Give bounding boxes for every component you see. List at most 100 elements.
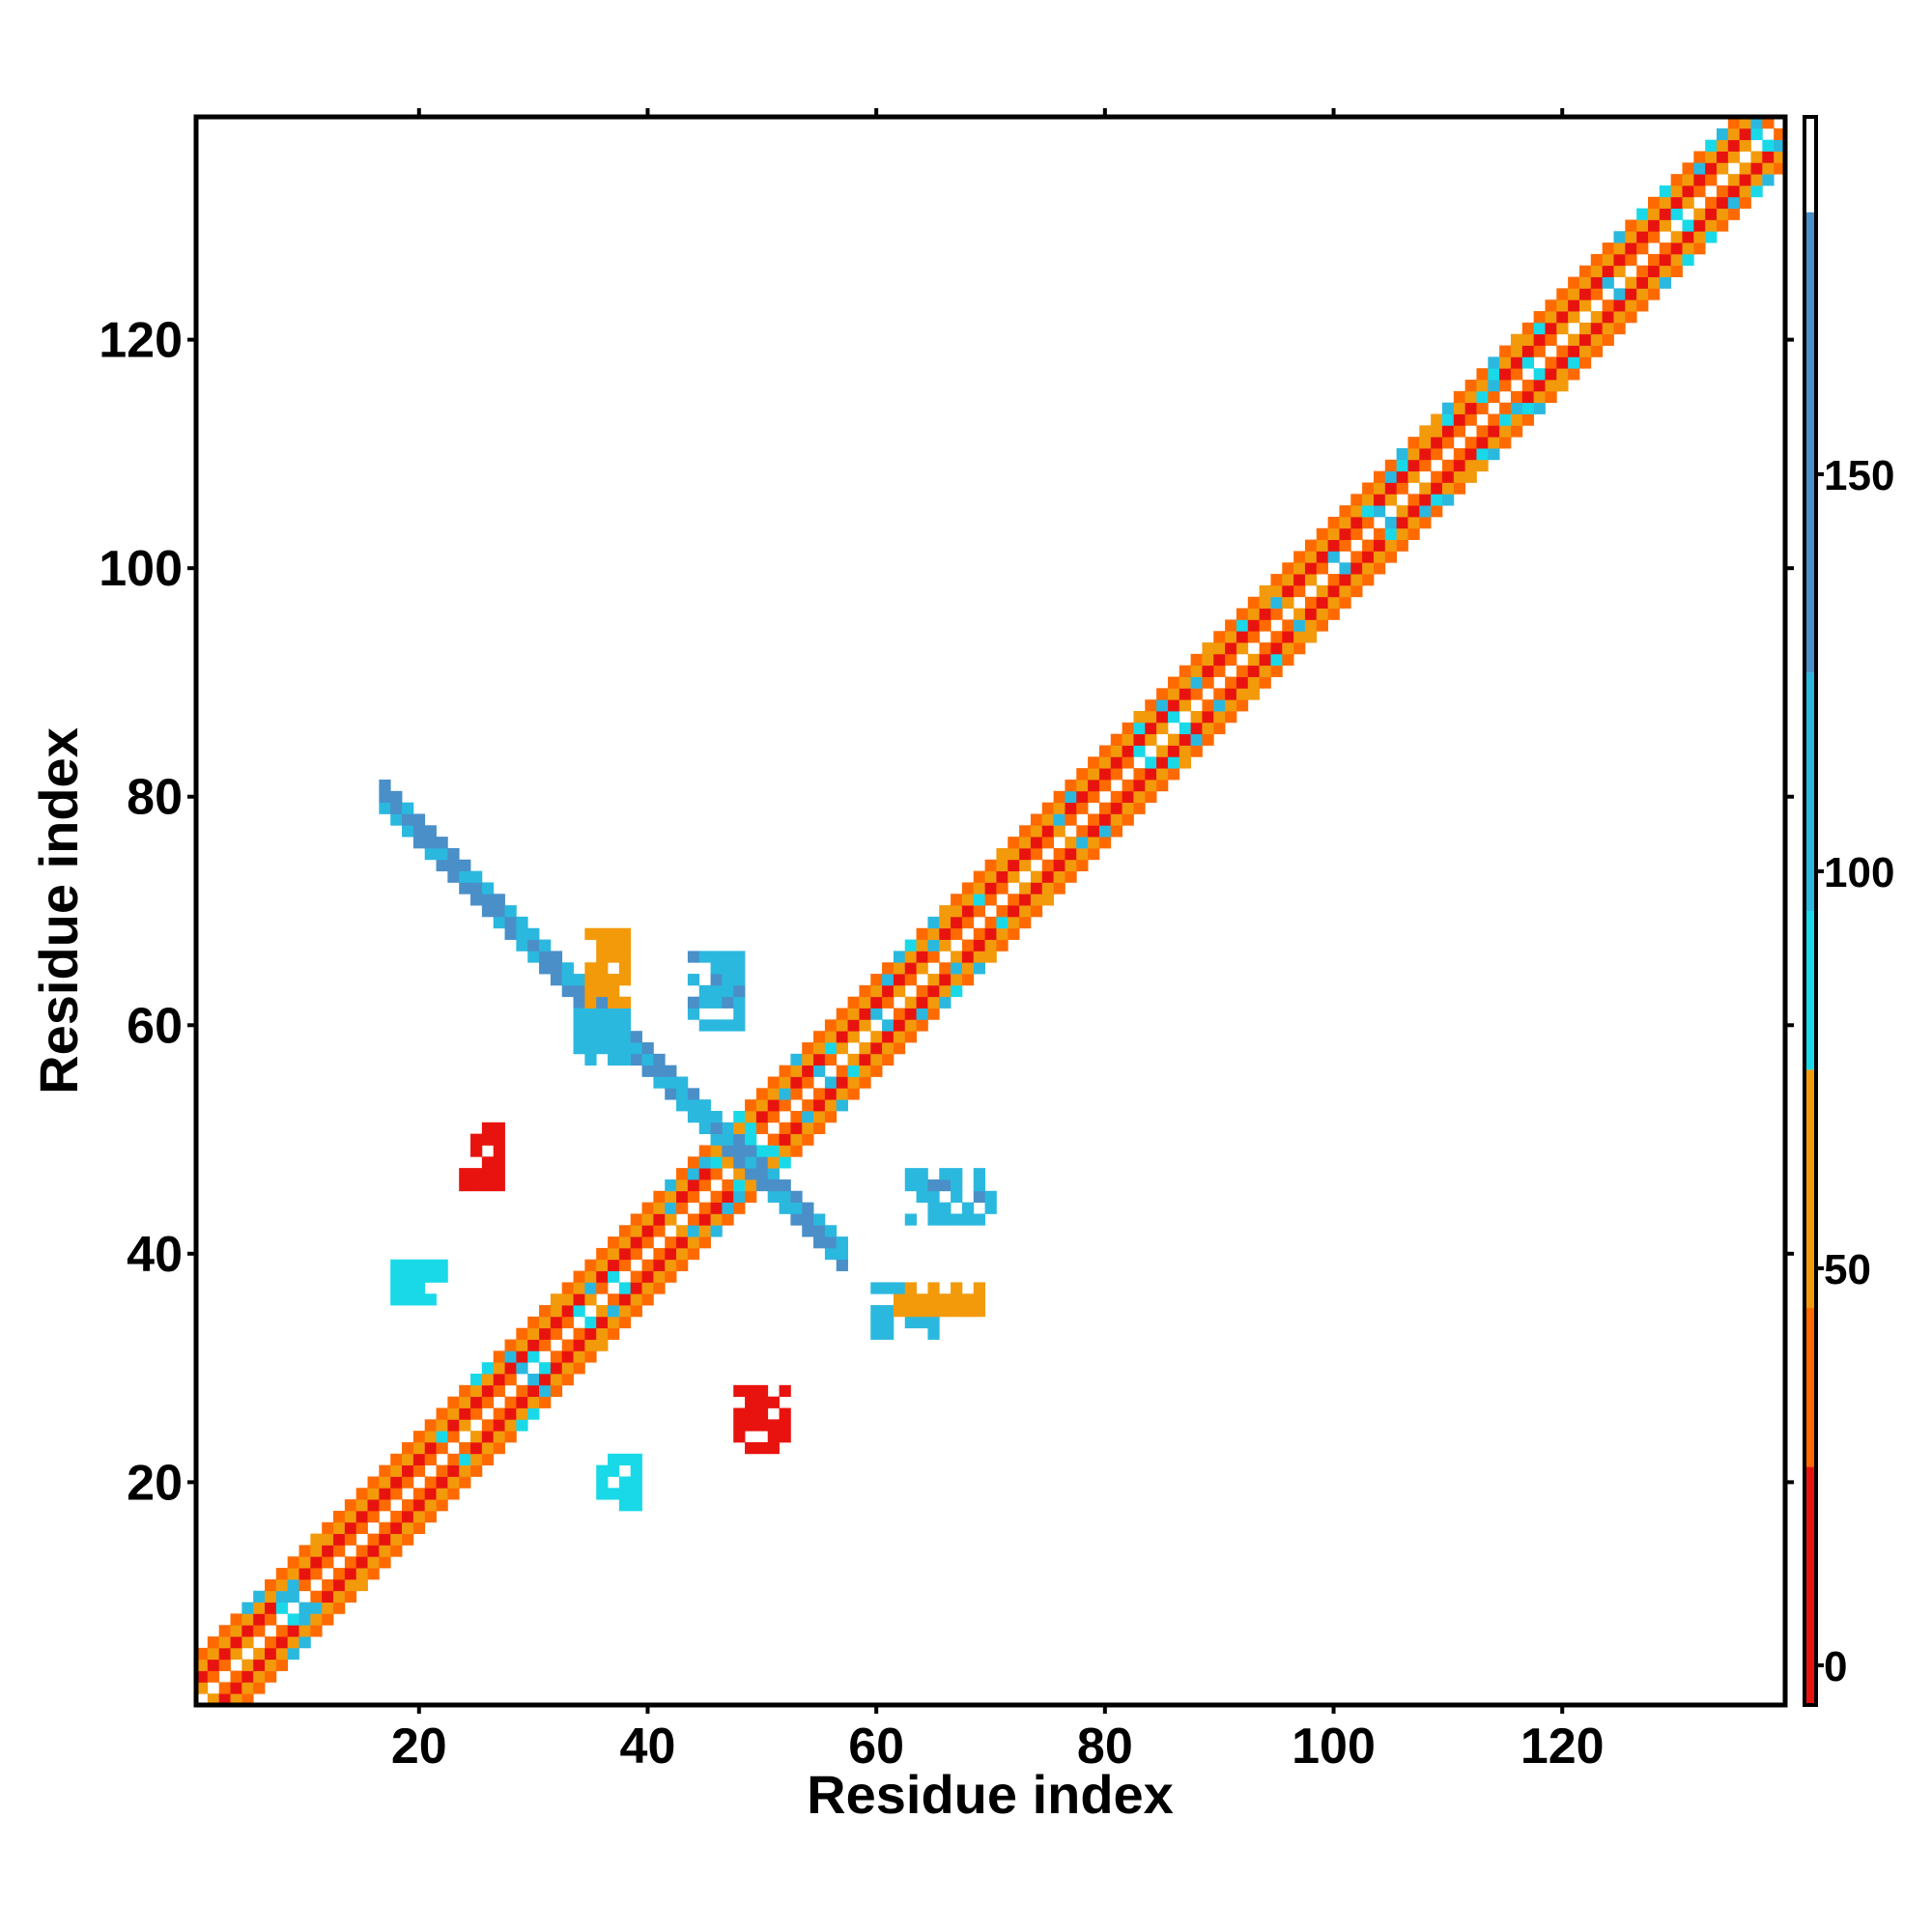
heatmap-cell: [1499, 368, 1512, 381]
heatmap-cell: [310, 1602, 323, 1614]
colorbar-tick-label: 50: [1824, 1246, 1871, 1293]
heatmap-cell: [1008, 927, 1020, 940]
heatmap-cell: [698, 1202, 711, 1214]
heatmap-cell: [1464, 437, 1477, 449]
heatmap-cell: [733, 1008, 746, 1020]
heatmap-cell: [882, 962, 895, 975]
heatmap-cell: [550, 1305, 563, 1318]
heatmap-cell: [779, 1088, 791, 1100]
heatmap-cell: [367, 1499, 380, 1512]
heatmap-cell: [1202, 676, 1214, 689]
heatmap-cell: [916, 1190, 928, 1203]
heatmap-cell: [402, 1533, 414, 1546]
heatmap-cell: [242, 1682, 254, 1694]
heatmap-cell: [539, 1396, 552, 1408]
heatmap-cell: [1098, 768, 1112, 781]
heatmap-cell: [665, 1259, 677, 1271]
heatmap-cell: [698, 1019, 711, 1032]
colorbar-tick-label: 150: [1824, 452, 1894, 499]
heatmap-cell: [687, 1156, 700, 1169]
heatmap-cell: [344, 1556, 357, 1569]
heatmap-cell: [767, 1396, 780, 1408]
heatmap-cell: [1476, 368, 1489, 381]
heatmap-cell: [618, 1247, 632, 1261]
heatmap-cell: [722, 974, 734, 986]
heatmap-cell: [939, 996, 952, 1009]
heatmap-cell: [390, 1510, 403, 1523]
heatmap-cell: [996, 859, 1009, 872]
heatmap-cell: [893, 962, 906, 975]
heatmap-cell: [1213, 722, 1226, 735]
heatmap-cell: [1647, 208, 1661, 220]
heatmap-cell: [973, 962, 985, 975]
heatmap-cell: [1533, 402, 1546, 414]
heatmap-cell: [973, 1179, 985, 1192]
heatmap-cell: [1339, 505, 1351, 518]
heatmap-cell: [355, 1510, 368, 1523]
heatmap-cell: [755, 1396, 769, 1408]
x-tick-label: 20: [391, 1719, 447, 1775]
heatmap-cell: [1065, 813, 1077, 826]
heatmap-cell: [1122, 802, 1134, 814]
heatmap-cell: [1179, 745, 1191, 757]
heatmap-cell: [630, 1213, 642, 1226]
heatmap-cell: [1122, 790, 1134, 804]
heatmap-cell: [516, 1339, 528, 1351]
heatmap-cell: [1705, 174, 1718, 186]
heatmap-cell: [1396, 539, 1408, 552]
heatmap-cell: [961, 905, 975, 918]
heatmap-cell: [687, 1247, 700, 1261]
heatmap-cell: [333, 1590, 346, 1603]
heatmap-cell: [1488, 356, 1500, 369]
y-tick-label: 100: [99, 541, 183, 597]
heatmap-cell: [802, 1110, 814, 1123]
heatmap-cell: [436, 837, 448, 849]
heatmap-cell: [1384, 459, 1398, 472]
heatmap-cell: [379, 1533, 391, 1546]
heatmap-cell: [390, 1476, 403, 1489]
heatmap-cell: [641, 1065, 654, 1077]
heatmap-cell: [1190, 722, 1203, 735]
heatmap-cell: [1088, 790, 1100, 804]
heatmap-cell: [596, 927, 609, 940]
heatmap-cell: [310, 1556, 323, 1569]
heatmap-cell: [893, 1293, 906, 1306]
heatmap-cell: [961, 1293, 975, 1306]
heatmap-cell: [367, 1568, 380, 1580]
heatmap-cell: [493, 1122, 505, 1135]
heatmap-cell: [1590, 276, 1604, 289]
heatmap-cell: [481, 1419, 495, 1432]
heatmap-cell: [973, 1190, 985, 1203]
heatmap-cell: [1521, 356, 1535, 369]
heatmap-cell: [310, 1590, 323, 1603]
heatmap-cell: [608, 951, 620, 963]
heatmap-cell: [344, 1578, 357, 1592]
heatmap-cell: [767, 1419, 780, 1432]
heatmap-cell: [596, 1270, 609, 1283]
heatmap-cell: [1282, 584, 1294, 598]
heatmap-cell: [722, 951, 734, 963]
heatmap-cell: [618, 1042, 632, 1055]
heatmap-cell: [1419, 482, 1432, 495]
heatmap-cell: [1613, 253, 1626, 267]
heatmap-cell: [1167, 756, 1180, 769]
heatmap-cell: [367, 1533, 380, 1546]
heatmap-cell: [847, 1076, 860, 1089]
heatmap-cell: [767, 1133, 780, 1146]
heatmap-cell: [618, 1225, 632, 1237]
heatmap-cell: [882, 1042, 895, 1055]
heatmap-cell: [1202, 722, 1214, 735]
heatmap-cell: [1156, 722, 1169, 735]
heatmap-cell: [459, 1419, 471, 1432]
heatmap-cell: [779, 1133, 791, 1146]
heatmap-cell: [870, 1008, 883, 1020]
heatmap-cell: [298, 1556, 311, 1569]
heatmap-cell: [550, 1316, 563, 1329]
heatmap-cell: [733, 1156, 746, 1169]
heatmap-cell: [745, 1407, 757, 1420]
heatmap-cell: [493, 1179, 505, 1192]
heatmap-cell: [1419, 459, 1432, 472]
heatmap-cell: [1088, 768, 1100, 781]
heatmap-cell: [470, 1396, 483, 1408]
heatmap-cell: [893, 951, 906, 963]
